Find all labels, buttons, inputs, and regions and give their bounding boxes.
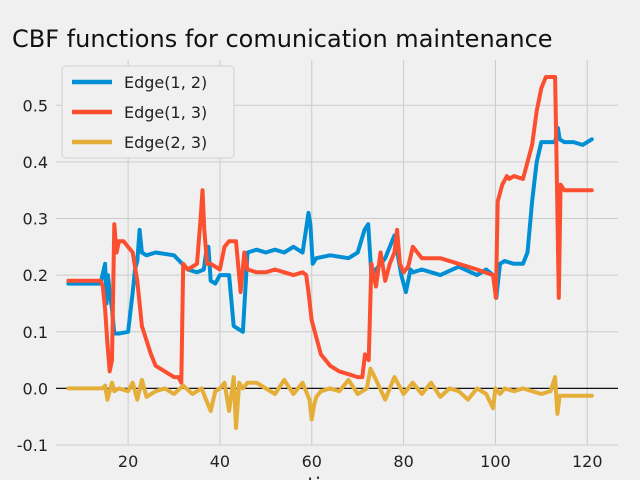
y-tick-label: 0.3 xyxy=(23,210,48,229)
y-tick-label: 0.4 xyxy=(23,153,48,172)
y-tick-label: 0.0 xyxy=(23,379,48,398)
x-tick-label: 60 xyxy=(302,452,322,471)
y-tick-label: 0.2 xyxy=(23,266,48,285)
tick-labels: 20 40 60 80 100 120 -0.1 0.0 0.1 0.2 0.3 0.4 0.5 xyxy=(17,96,603,471)
legend-label: Edge(2, 3) xyxy=(124,133,207,152)
legend-label: Edge(1, 2) xyxy=(124,73,207,92)
y-tick-label: 0.5 xyxy=(23,96,48,115)
x-tick-label: 20 xyxy=(118,452,138,471)
legend: Edge(1, 2) Edge(1, 3) Edge(2, 3) xyxy=(61,65,235,159)
x-tick-label: 40 xyxy=(210,452,230,471)
x-axis-label: time xyxy=(307,473,352,480)
series-line-2 xyxy=(66,75,594,385)
y-tick-label: 0.1 xyxy=(23,323,48,342)
series-line-3 xyxy=(66,366,594,430)
y-tick-label: -0.1 xyxy=(17,436,48,455)
x-tick-label: 120 xyxy=(572,452,603,471)
x-tick-label: 80 xyxy=(393,452,413,471)
series-line-1 xyxy=(66,125,594,336)
x-tick-label: 100 xyxy=(480,452,511,471)
legend-label: Edge(1, 3) xyxy=(124,103,207,122)
legend-box xyxy=(61,65,235,159)
chart-title: CBF functions for comunication maintenan… xyxy=(12,25,553,53)
series-lines xyxy=(66,75,594,430)
